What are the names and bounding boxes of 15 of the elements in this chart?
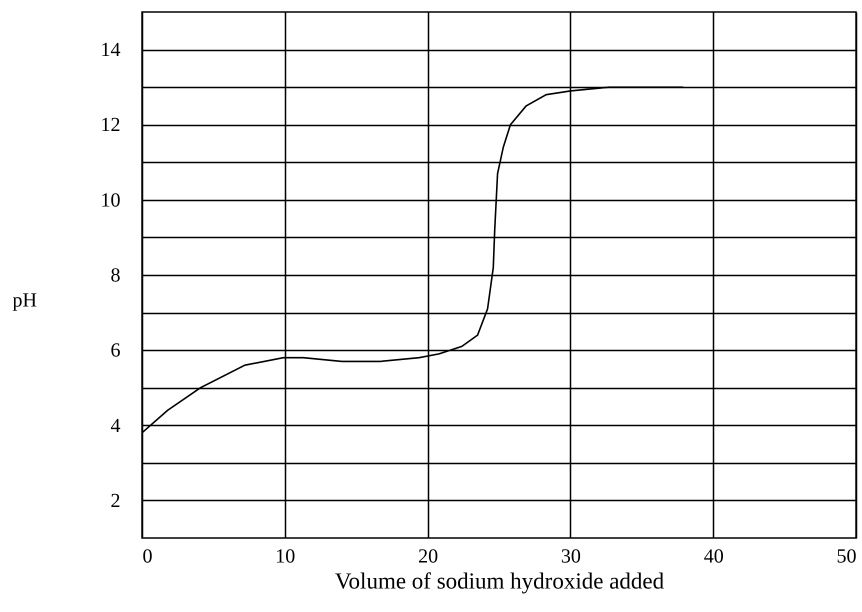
y-tick-label: 8 bbox=[110, 264, 120, 286]
x-tick-label: 20 bbox=[418, 546, 438, 568]
x-tick-label: 30 bbox=[560, 546, 581, 568]
x-axis-title: Volume of sodium hydroxide added bbox=[334, 568, 665, 594]
y-axis-title: pH bbox=[12, 290, 37, 312]
y-tick-label: 6 bbox=[110, 340, 120, 362]
x-tick-label: 40 bbox=[704, 546, 724, 568]
x-tick-label: 50 bbox=[836, 546, 856, 568]
x-tick-label: 0 bbox=[142, 546, 152, 568]
y-tick-label: 10 bbox=[100, 189, 120, 212]
y-tick-label: 12 bbox=[100, 114, 120, 136]
y-tick-label: 2 bbox=[110, 490, 120, 512]
x-tick-label: 10 bbox=[275, 546, 296, 568]
y-tick-label: 4 bbox=[110, 414, 120, 437]
y-tick-label: 14 bbox=[100, 39, 120, 62]
